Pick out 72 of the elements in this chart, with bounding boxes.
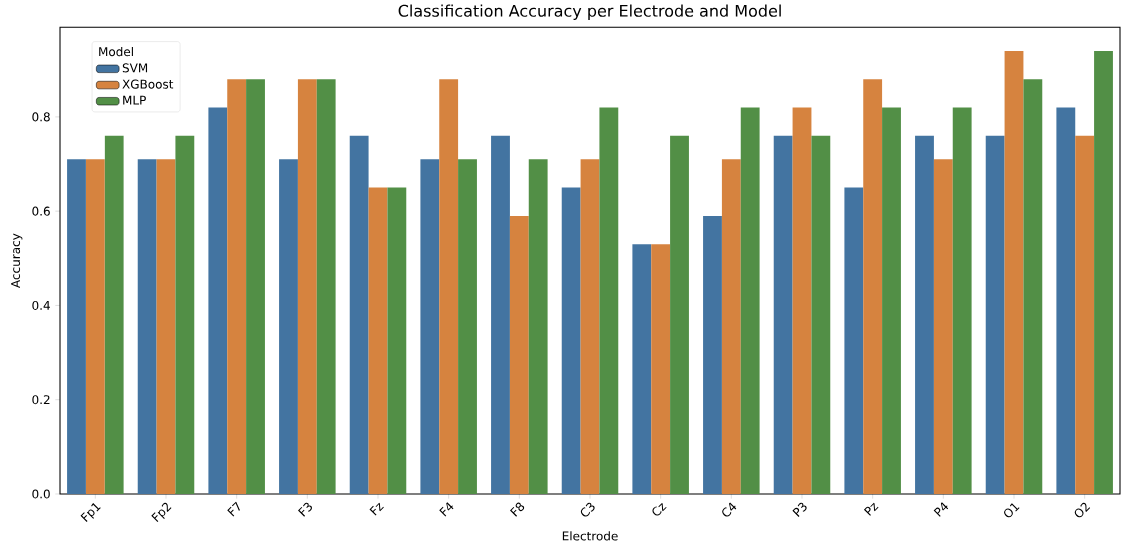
bar xyxy=(773,135,793,494)
y-tick-label: 0.4 xyxy=(32,300,50,310)
bar xyxy=(439,79,459,494)
legend-label: XGBoost xyxy=(122,79,174,89)
x-tick-label: P4 xyxy=(933,502,949,517)
bar xyxy=(491,135,510,494)
x-tick-label: F7 xyxy=(227,501,240,517)
legend-title: Model xyxy=(99,46,133,57)
x-tick-label: Fp2 xyxy=(151,502,172,523)
bar xyxy=(227,79,247,494)
x-tick-label: Cz xyxy=(652,502,667,516)
bar xyxy=(1004,50,1024,494)
y-tick-label: 0.0 xyxy=(32,489,50,499)
bar xyxy=(580,159,600,494)
bar xyxy=(67,159,86,494)
y-tick-label: 0.8 xyxy=(32,112,50,122)
bar xyxy=(740,107,760,494)
bar xyxy=(811,135,831,494)
bar xyxy=(1056,107,1076,494)
bar xyxy=(933,159,953,494)
bar xyxy=(792,107,812,494)
x-tick-label: O1 xyxy=(1004,503,1020,518)
x-tick-label: Fz xyxy=(369,502,384,516)
bar xyxy=(670,135,689,494)
bar xyxy=(104,135,124,494)
legend-label: SVM xyxy=(122,63,148,73)
x-tick-label: O2 xyxy=(1074,502,1091,518)
bar xyxy=(420,159,440,494)
x-tick-label: F4 xyxy=(439,502,454,517)
x-tick-label: C4 xyxy=(722,502,737,517)
bar xyxy=(915,135,934,494)
bar xyxy=(882,107,901,494)
chart-title: Classification Accuracy per Electrode and Model xyxy=(398,4,781,20)
bar xyxy=(985,135,1005,494)
bar xyxy=(1023,79,1043,494)
bar xyxy=(279,159,298,494)
bar xyxy=(85,159,105,494)
bar xyxy=(844,187,864,494)
bar xyxy=(703,215,722,494)
bar xyxy=(863,79,883,494)
bar xyxy=(156,159,176,494)
bar xyxy=(561,187,581,494)
bar xyxy=(528,159,548,494)
y-tick-label: 0.2 xyxy=(32,395,50,405)
x-tick-label: P3 xyxy=(792,502,807,517)
bar xyxy=(175,135,195,494)
bar xyxy=(297,79,317,494)
bar xyxy=(1075,135,1095,494)
x-tick-label: C3 xyxy=(580,502,595,517)
bar xyxy=(349,135,369,494)
x-tick-label: Fp1 xyxy=(80,503,101,522)
bar xyxy=(1094,50,1113,494)
bar xyxy=(316,79,336,494)
bar xyxy=(246,79,265,494)
bar xyxy=(952,107,972,494)
bar xyxy=(458,159,477,494)
x-tick-label: F3 xyxy=(298,502,312,517)
legend-label: MLP xyxy=(123,95,146,105)
x-tick-label: F8 xyxy=(510,502,525,517)
bar xyxy=(509,215,529,494)
x-tick-label: Pz xyxy=(863,502,879,516)
bar xyxy=(208,107,228,494)
bar xyxy=(651,244,671,494)
bar xyxy=(632,244,652,494)
bar xyxy=(387,187,407,494)
y-tick-label: 0.6 xyxy=(32,206,50,216)
bar xyxy=(137,159,157,494)
x-axis-title: Electrode xyxy=(562,531,618,541)
bar xyxy=(721,159,741,494)
bar xyxy=(368,187,388,494)
bar xyxy=(599,107,619,494)
y-axis-title: Accuracy xyxy=(11,233,23,288)
